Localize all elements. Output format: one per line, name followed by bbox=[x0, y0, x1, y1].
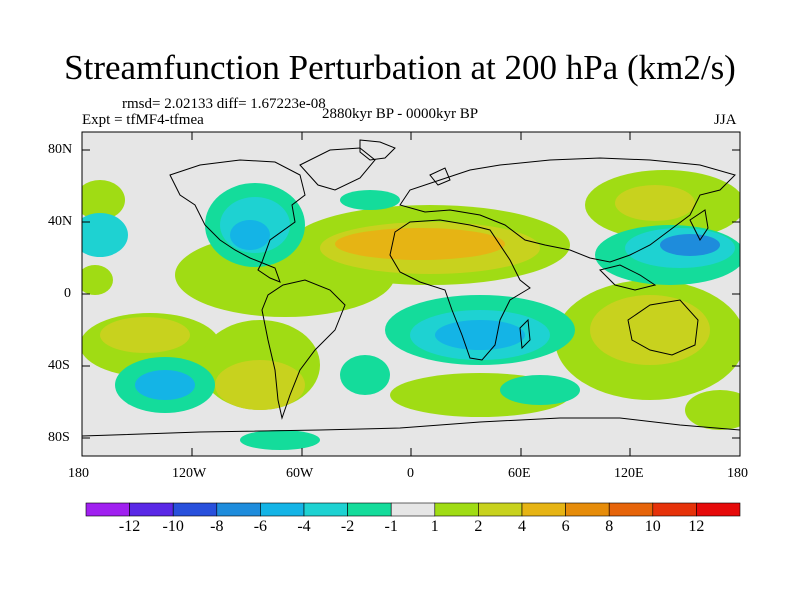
colorbar-tick-label: 6 bbox=[561, 518, 570, 535]
colorbar-swatch bbox=[652, 502, 697, 517]
colorbar-tick-label: 4 bbox=[518, 518, 526, 535]
colorbar-tick-label: 12 bbox=[688, 518, 705, 535]
lon-tick-label: 120E bbox=[614, 466, 644, 481]
colorbar-tick-label: 8 bbox=[605, 518, 614, 535]
colorbar-tick-label: -12 bbox=[118, 518, 141, 535]
axis-ticks bbox=[81, 132, 741, 456]
anomaly-positive-region bbox=[685, 390, 740, 430]
anomaly-negative-region bbox=[340, 190, 400, 210]
lat-tick-label: 40N bbox=[48, 214, 73, 229]
anomaly-negative-region bbox=[660, 234, 720, 256]
colorbar bbox=[85, 502, 741, 517]
anomaly-positive-region bbox=[335, 228, 505, 260]
anomaly-positive-region bbox=[100, 317, 190, 353]
experiment-label: Expt = tfMF4-tfmea bbox=[82, 112, 204, 128]
lat-tick-label: 80N bbox=[48, 142, 73, 157]
colorbar-swatch bbox=[608, 502, 654, 517]
colorbar-tick-label: -1 bbox=[384, 518, 398, 535]
colorbar-swatch bbox=[303, 502, 348, 517]
map-title: Streamfunction Perturbation at 200 hPa (… bbox=[64, 48, 736, 87]
colorbar-swatch bbox=[347, 502, 392, 517]
lon-tick-label: 60E bbox=[508, 466, 531, 481]
colorbar-swatch bbox=[172, 502, 218, 517]
colorbar-tick-label: -6 bbox=[253, 518, 268, 535]
stats-label: rmsd= 2.02133 diff= 1.67223e-08 bbox=[122, 96, 326, 112]
lon-tick-label: 0 bbox=[407, 466, 414, 481]
anomaly-negative-region bbox=[500, 375, 580, 405]
anomaly-positive-region bbox=[590, 295, 710, 365]
colorbar-swatch bbox=[521, 502, 566, 517]
colorbar-tick-label: -10 bbox=[162, 518, 184, 535]
anomaly-negative-region bbox=[435, 320, 525, 350]
colorbar-tick-label: -2 bbox=[340, 518, 355, 535]
anomaly-positive-region bbox=[82, 265, 113, 295]
lat-tick-label: 0 bbox=[64, 286, 71, 301]
lon-tick-label: 180 bbox=[727, 466, 748, 481]
colorbar-tick-label: -4 bbox=[297, 518, 311, 535]
anomaly-negative-region bbox=[230, 220, 270, 250]
anomaly-negative-region bbox=[82, 213, 128, 257]
colorbar-tick-label: 10 bbox=[644, 518, 661, 535]
period-label: 2880kyr BP - 0000kyr BP bbox=[322, 106, 479, 122]
anomaly-positive-region bbox=[615, 185, 695, 221]
colorbar-swatch bbox=[565, 502, 610, 517]
lon-tick-label: 120W bbox=[172, 466, 207, 481]
lon-tick-label: 60W bbox=[286, 466, 314, 481]
colorbar-swatch bbox=[260, 502, 305, 517]
colorbar-swatch bbox=[85, 502, 130, 517]
lat-tick-label: 40S bbox=[48, 358, 70, 373]
anomaly-negative-region bbox=[135, 370, 195, 400]
lon-tick-label: 180 bbox=[68, 466, 89, 481]
coastlines bbox=[82, 139, 740, 437]
anomaly-negative-region bbox=[340, 355, 390, 395]
lat-tick-label: 80S bbox=[48, 430, 70, 445]
colorbar-swatch bbox=[390, 502, 436, 517]
season-label: JJA bbox=[714, 112, 737, 128]
colorbar-swatch bbox=[216, 502, 261, 517]
colorbar-swatch bbox=[434, 502, 479, 517]
colorbar-swatch bbox=[129, 502, 174, 517]
colorbar-swatch bbox=[478, 502, 523, 517]
colorbar-tick-label: -8 bbox=[210, 518, 224, 535]
contour-fill-layer bbox=[82, 170, 740, 450]
colorbar-tick-label: 1 bbox=[430, 518, 439, 535]
anomaly-negative-region bbox=[240, 430, 320, 450]
colorbar-swatch bbox=[696, 502, 741, 517]
anomaly-positive-region bbox=[215, 360, 305, 410]
anomaly-positive-region bbox=[82, 180, 125, 220]
colorbar-tick-label: 2 bbox=[474, 518, 483, 535]
